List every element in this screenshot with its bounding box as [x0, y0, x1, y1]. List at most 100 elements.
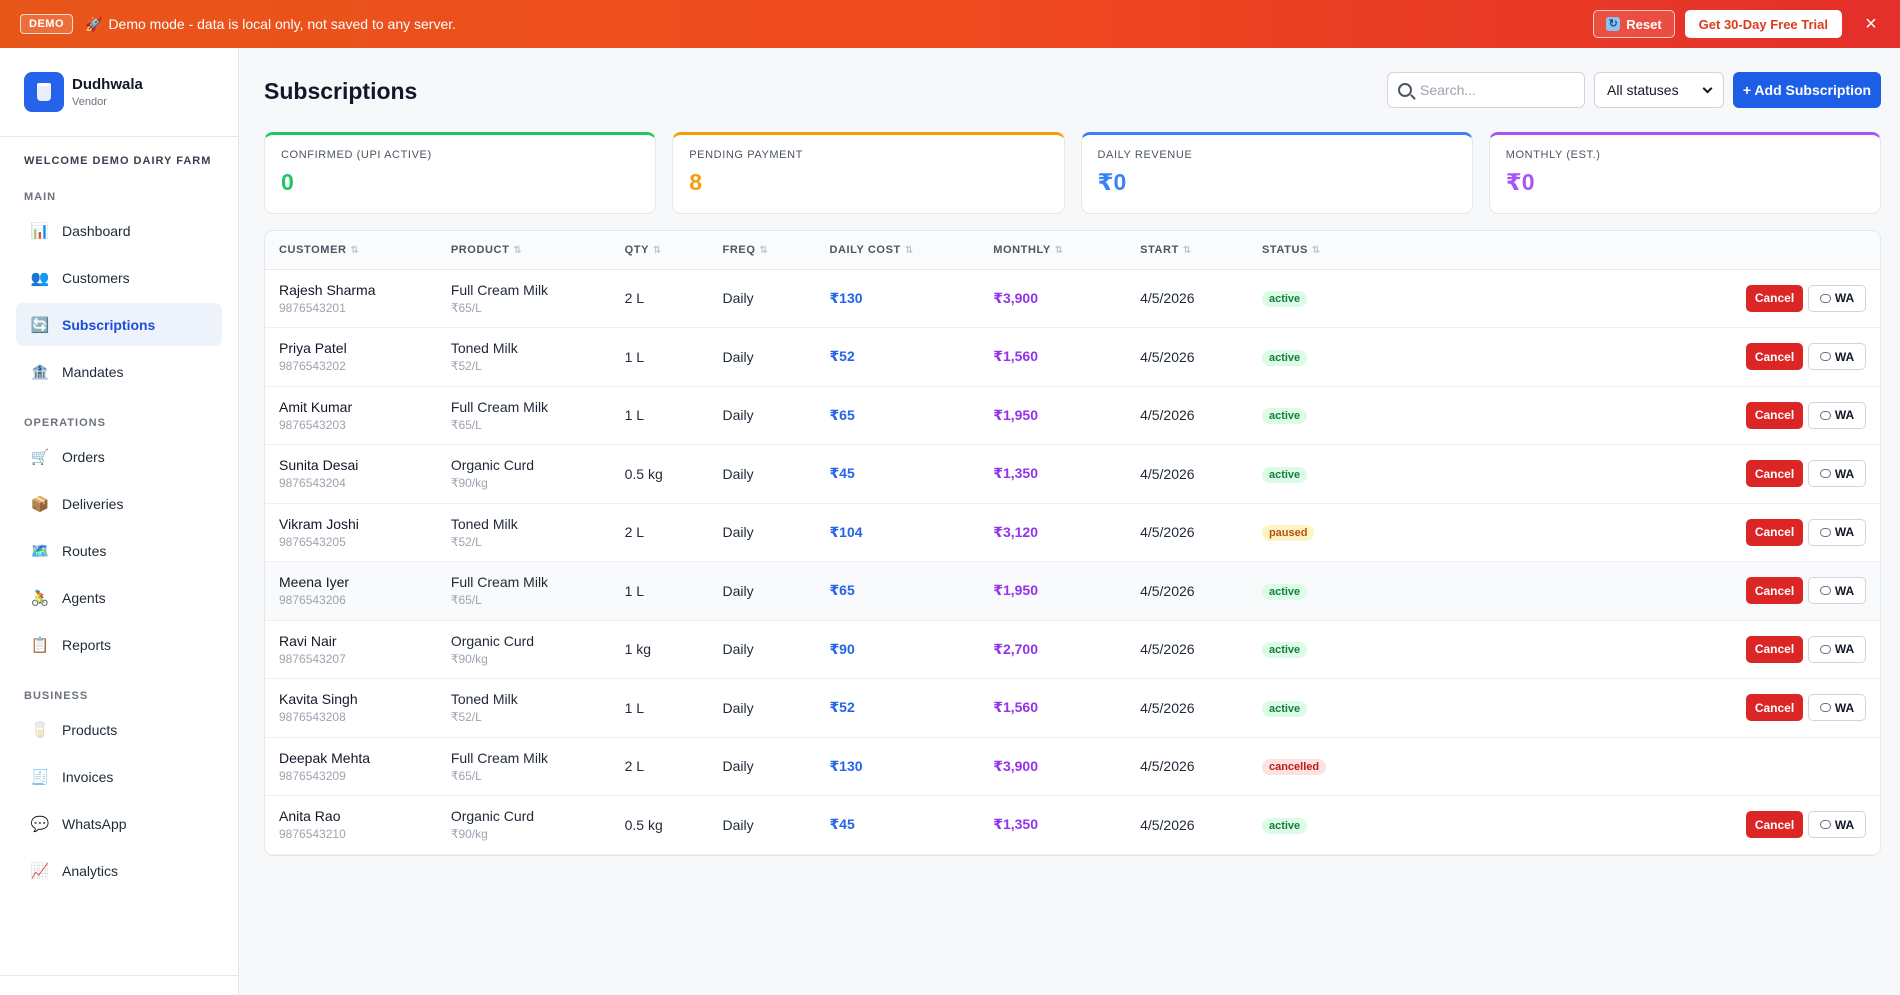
- nav-section-label: OPERATIONS: [24, 417, 106, 429]
- agents-icon: 🚴: [30, 589, 50, 607]
- column-header-product[interactable]: PRODUCT ⇅: [436, 231, 611, 270]
- daily-cost-cell: ₹90: [815, 620, 980, 679]
- status-badge: cancelled: [1261, 759, 1327, 776]
- customer-cell: Vikram Joshi 9876543205: [265, 503, 437, 562]
- column-header-freq[interactable]: FREQ ⇅: [708, 231, 816, 270]
- customer-name: Sunita Desai: [279, 457, 359, 474]
- column-header-monthly[interactable]: MONTHLY ⇅: [979, 231, 1127, 270]
- customer-phone: 9876543209: [279, 768, 346, 783]
- column-header-label: PRODUCT: [450, 243, 510, 256]
- quantity-cell: 2 L: [610, 737, 709, 796]
- reset-button[interactable]: ↻ Reset: [1593, 10, 1675, 38]
- whatsapp-button[interactable]: WA: [1808, 343, 1866, 371]
- sidebar-item-label: Deliveries: [62, 495, 124, 512]
- brand-name: Dudhwala: [72, 76, 143, 93]
- stat-card-pending-payment: PENDING PAYMENT 8: [672, 132, 1065, 214]
- whatsapp-button[interactable]: WA: [1808, 518, 1866, 546]
- whatsapp-button[interactable]: WA: [1808, 811, 1866, 839]
- column-header-daily-cost[interactable]: DAILY COST ⇅: [815, 231, 980, 270]
- whatsapp-label: WA: [1834, 408, 1855, 423]
- table-row: Ravi Nair 9876543207 Organic Curd ₹90/kg 1 k…: [265, 620, 1880, 679]
- column-header-qty[interactable]: QTY ⇅: [610, 231, 709, 270]
- whatsapp-button[interactable]: WA: [1808, 635, 1866, 663]
- cancel-subscription-button[interactable]: Cancel: [1746, 811, 1803, 839]
- whatsapp-button[interactable]: WA: [1808, 460, 1866, 488]
- sidebar-item-label: Agents: [62, 589, 106, 606]
- sidebar-item-label: Routes: [62, 542, 107, 559]
- sidebar-item-routes[interactable]: 🗺️ Routes: [16, 529, 222, 572]
- sidebar-item-invoices[interactable]: 🧾 Invoices: [16, 755, 222, 798]
- sidebar-item-whatsapp[interactable]: 💬 WhatsApp: [16, 802, 222, 845]
- frequency-cell: Daily: [708, 269, 816, 328]
- reset-label: Reset: [1626, 16, 1662, 32]
- quantity-cell: 2 L: [610, 503, 709, 562]
- column-header-start[interactable]: START ⇅: [1126, 231, 1248, 270]
- customer-phone: 9876543204: [279, 476, 346, 491]
- cancel-subscription-button[interactable]: Cancel: [1746, 284, 1803, 312]
- search-box[interactable]: [1387, 72, 1585, 108]
- customer-name: Deepak Mehta: [279, 749, 371, 766]
- customer-phone: 9876543201: [279, 300, 346, 315]
- chat-bubble-icon: [1819, 820, 1831, 830]
- whatsapp-label: WA: [1834, 817, 1855, 832]
- stat-card-monthly-est: MONTHLY (EST.) ₹0: [1488, 132, 1881, 214]
- free-trial-button[interactable]: Get 30-Day Free Trial: [1684, 10, 1842, 38]
- sidebar-item-products[interactable]: 🥛 Products: [16, 708, 222, 751]
- cancel-subscription-button[interactable]: Cancel: [1746, 343, 1803, 371]
- table-row: Deepak Mehta 9876543209 Full Cream Milk ₹65…: [265, 737, 1880, 796]
- status-badge: active: [1261, 642, 1308, 659]
- column-header-customer[interactable]: CUSTOMER ⇅: [265, 231, 437, 270]
- chat-bubble-icon: [1819, 469, 1831, 479]
- cancel-subscription-button[interactable]: Cancel: [1746, 577, 1803, 605]
- status-filter-select[interactable]: All statuses: [1594, 72, 1724, 108]
- customer-name: Rajesh Sharma: [279, 281, 376, 298]
- customer-name: Anita Rao: [279, 808, 341, 825]
- stat-value: 8: [689, 169, 703, 195]
- cancel-subscription-button[interactable]: Cancel: [1746, 518, 1803, 546]
- stat-label: DAILY REVENUE: [1097, 149, 1193, 161]
- customer-cell: Kavita Singh 9876543208: [265, 678, 437, 738]
- add-subscription-button[interactable]: + Add Subscription: [1733, 72, 1881, 108]
- column-header-status[interactable]: STATUS ⇅: [1247, 231, 1468, 270]
- sidebar-item-subscriptions[interactable]: 🔄 Subscriptions: [16, 303, 222, 346]
- cancel-subscription-button[interactable]: Cancel: [1746, 460, 1803, 488]
- whatsapp-button[interactable]: WA: [1808, 577, 1866, 605]
- row-actions: [1467, 737, 1880, 796]
- stat-label: CONFIRMED (UPI ACTIVE): [281, 149, 432, 161]
- dashboard-icon: 📊: [30, 222, 50, 240]
- cancel-subscription-button[interactable]: Cancel: [1746, 635, 1803, 663]
- sidebar-item-label: Mandates: [62, 363, 124, 380]
- whatsapp-button[interactable]: WA: [1808, 694, 1866, 722]
- monthly-cost-cell: ₹1,350: [979, 444, 1127, 504]
- stat-label: PENDING PAYMENT: [689, 149, 803, 161]
- cancel-subscription-button[interactable]: Cancel: [1746, 401, 1803, 429]
- sort-icon: ⇅: [1182, 244, 1192, 256]
- daily-cost-cell: ₹130: [815, 269, 980, 328]
- stat-value: 0: [281, 169, 294, 195]
- quantity-cell: 2 L: [610, 269, 709, 328]
- customer-cell: Amit Kumar 9876543203: [265, 386, 437, 445]
- rocket-icon: 🚀: [85, 15, 103, 32]
- start-date-cell: 4/5/2026: [1126, 795, 1248, 855]
- sidebar-item-deliveries[interactable]: 📦 Deliveries: [16, 482, 222, 525]
- brand[interactable]: Dudhwala Vendor: [0, 48, 238, 137]
- chat-bubble-icon: [1819, 410, 1831, 420]
- sidebar-item-orders[interactable]: 🛒 Orders: [16, 435, 222, 478]
- sidebar-item-customers[interactable]: 👥 Customers: [16, 256, 222, 299]
- whatsapp-button[interactable]: WA: [1808, 284, 1866, 312]
- row-actions: Cancel WA: [1467, 269, 1880, 328]
- sidebar-item-reports[interactable]: 📋 Reports: [16, 623, 222, 666]
- sidebar-item-agents[interactable]: 🚴 Agents: [16, 576, 222, 619]
- close-icon[interactable]: ×: [1865, 13, 1877, 35]
- whatsapp-button[interactable]: WA: [1808, 401, 1866, 429]
- customer-cell: Sunita Desai 9876543204: [265, 444, 437, 504]
- sidebar-item-analytics[interactable]: 📈 Analytics: [16, 849, 222, 892]
- monthly-cost-cell: ₹1,560: [979, 678, 1127, 738]
- cancel-subscription-button[interactable]: Cancel: [1746, 694, 1803, 722]
- sidebar-nav: MAIN 📊 Dashboard 👥 Customers 🔄 Subscriptions 🏦 M…: [0, 191, 238, 892]
- sidebar-item-dashboard[interactable]: 📊 Dashboard: [16, 209, 222, 252]
- monthly-cost-cell: ₹1,350: [979, 795, 1127, 855]
- sidebar-item-mandates[interactable]: 🏦 Mandates: [16, 350, 222, 393]
- quantity-cell: 0.5 kg: [610, 795, 709, 855]
- search-input[interactable]: [1420, 82, 1570, 98]
